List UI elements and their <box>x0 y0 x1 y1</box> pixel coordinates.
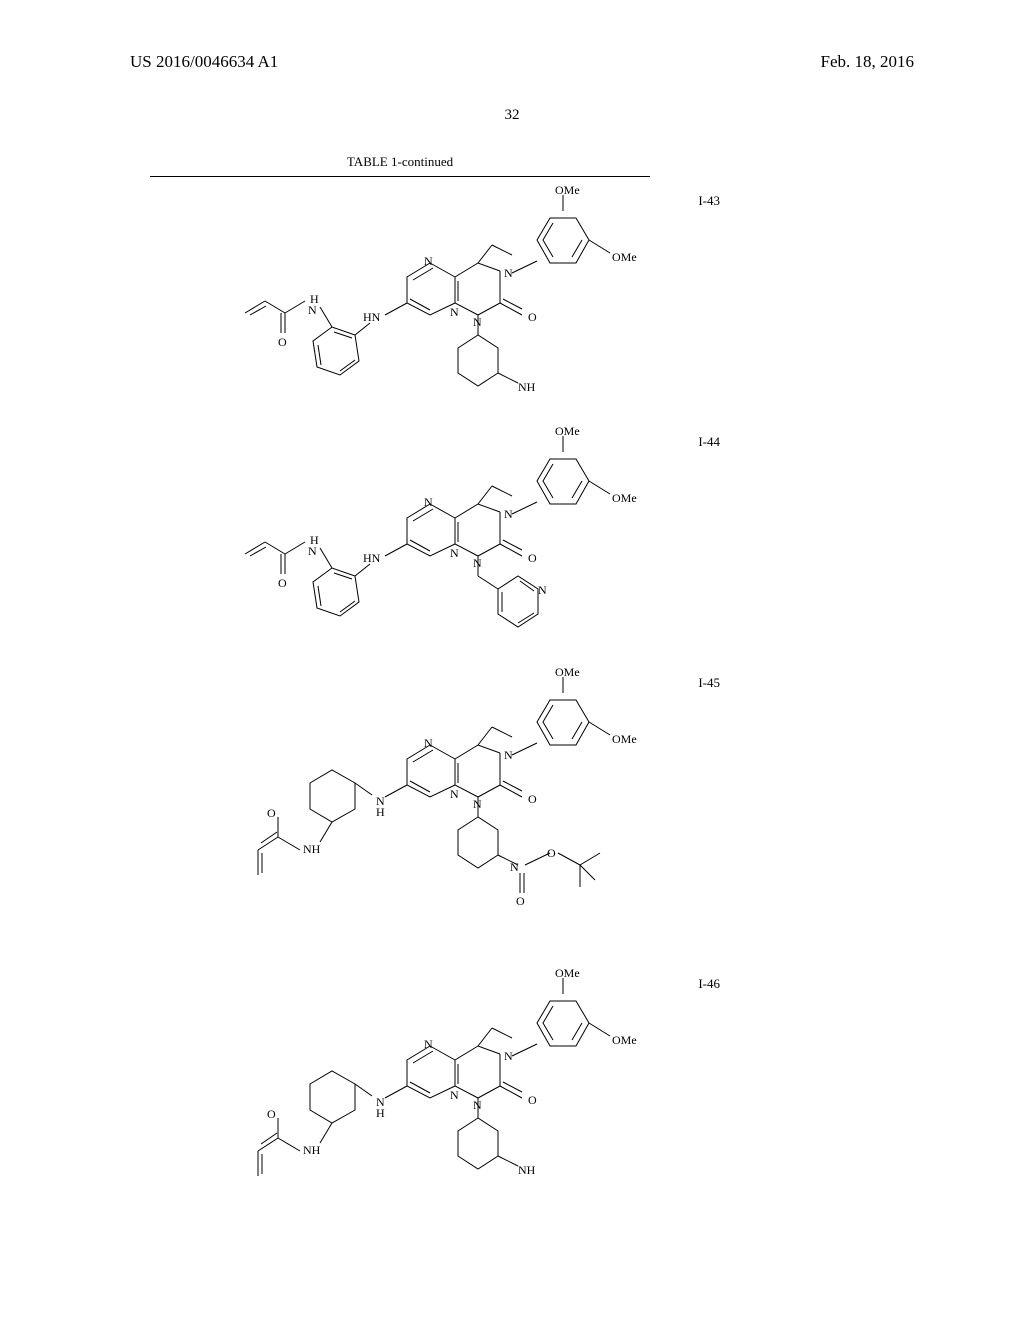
svg-text:OMe: OMe <box>612 491 637 505</box>
publication-number: US 2016/0046634 A1 <box>130 52 278 72</box>
svg-text:N: N <box>450 787 459 801</box>
svg-text:O: O <box>528 551 537 565</box>
svg-text:O: O <box>528 310 537 324</box>
svg-text:N: N <box>308 544 317 558</box>
svg-text:N: N <box>424 254 433 268</box>
svg-text:N: N <box>510 860 519 874</box>
svg-text:H: H <box>376 1106 385 1120</box>
svg-text:N: N <box>424 495 433 509</box>
svg-text:N: N <box>450 305 459 319</box>
svg-text:N: N <box>308 303 317 317</box>
structure-label: I-44 <box>698 434 720 450</box>
structure-i43: I-43 <box>150 183 650 418</box>
svg-text:H: H <box>376 805 385 819</box>
svg-text:OMe: OMe <box>555 665 580 679</box>
svg-text:NH: NH <box>303 842 321 856</box>
svg-text:N: N <box>504 266 513 280</box>
svg-text:N: N <box>504 748 513 762</box>
svg-text:OMe: OMe <box>612 250 637 264</box>
structure-i46: I-46 <box>150 966 650 1226</box>
svg-text:O: O <box>267 1107 276 1121</box>
svg-text:O: O <box>278 576 287 590</box>
structure-label: I-43 <box>698 193 720 209</box>
svg-text:N: N <box>473 797 482 811</box>
svg-text:HN: HN <box>363 551 381 565</box>
svg-text:N: N <box>473 315 482 329</box>
svg-text:OMe: OMe <box>555 183 580 197</box>
svg-text:NH: NH <box>518 380 536 394</box>
publication-date: Feb. 18, 2016 <box>821 52 915 72</box>
table-rule <box>150 176 650 177</box>
svg-text:O: O <box>267 806 276 820</box>
svg-text:O: O <box>547 846 556 860</box>
svg-text:N: N <box>473 556 482 570</box>
svg-text:N: N <box>424 736 433 750</box>
table-content: TABLE 1-continued I-43 <box>150 154 650 1226</box>
svg-text:N: N <box>450 546 459 560</box>
svg-text:O: O <box>278 335 287 349</box>
svg-text:OMe: OMe <box>555 966 580 980</box>
structure-i45: I-45 <box>150 665 650 960</box>
chem-structure-svg: OMe OMe N N N N O N H NH O N O O <box>150 665 650 960</box>
svg-text:OMe: OMe <box>612 1033 637 1047</box>
svg-text:N: N <box>504 507 513 521</box>
structure-label: I-46 <box>698 976 720 992</box>
svg-text:N: N <box>504 1049 513 1063</box>
chem-structure-svg: OMe OMe N N N N O HN H N O NH <box>150 183 650 418</box>
chem-structure-svg: OMe OMe N N N N O N H NH O NH <box>150 966 650 1226</box>
svg-text:HN: HN <box>363 310 381 324</box>
svg-text:OMe: OMe <box>612 732 637 746</box>
svg-text:N: N <box>424 1037 433 1051</box>
svg-text:N: N <box>473 1098 482 1112</box>
structure-label: I-45 <box>698 675 720 691</box>
svg-text:O: O <box>528 1093 537 1107</box>
svg-text:OMe: OMe <box>555 424 580 438</box>
page-number: 32 <box>0 107 1024 124</box>
svg-text:N: N <box>538 583 547 597</box>
svg-text:NH: NH <box>518 1163 536 1177</box>
chem-structure-svg: OMe OMe N N N N O HN H N O N <box>150 424 650 659</box>
svg-text:NH: NH <box>303 1143 321 1157</box>
table-title: TABLE 1-continued <box>150 154 650 170</box>
structure-i44: I-44 <box>150 424 650 659</box>
svg-text:N: N <box>450 1088 459 1102</box>
svg-text:O: O <box>528 792 537 806</box>
svg-text:O: O <box>516 894 525 908</box>
